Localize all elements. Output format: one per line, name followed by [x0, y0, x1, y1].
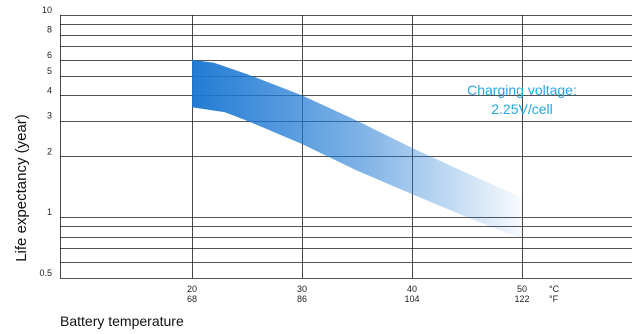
- annotation-line-1: Charging voltage:: [467, 82, 577, 98]
- y-tick-label: 10: [42, 5, 52, 15]
- y-tick-label: 0.5: [39, 268, 52, 278]
- y-tick-label: 5: [47, 66, 52, 76]
- x-tick-label-fahrenheit: 104: [404, 294, 419, 304]
- x-tick-label-celsius: 30: [297, 284, 307, 294]
- grid: [60, 15, 632, 279]
- y-tick-labels: 0.5 1 2 3 4 5 6 8 10: [39, 5, 52, 278]
- life-expectancy-band-layer: [192, 59, 522, 239]
- x-tick-label-celsius: 40: [407, 284, 417, 294]
- y-tick-label: 4: [47, 85, 52, 95]
- y-tick-label: 6: [47, 50, 52, 60]
- x-axis-label: Battery temperature: [60, 313, 184, 329]
- x-unit-fahrenheit: °F: [549, 294, 559, 304]
- x-tick-label-fahrenheit: 68: [187, 294, 197, 304]
- x-tick-label-fahrenheit: 122: [514, 294, 529, 304]
- y-tick-label: 3: [47, 111, 52, 121]
- annotation: Charging voltage: 2.25V/cell: [467, 82, 577, 117]
- y-tick-label: 8: [47, 25, 52, 35]
- life-expectancy-band: [192, 59, 522, 239]
- x-tick-label-fahrenheit: 86: [297, 294, 307, 304]
- x-tick-label-celsius: 20: [187, 284, 197, 294]
- x-unit-celsius: °C: [549, 284, 560, 294]
- annotation-line-2: 2.25V/cell: [491, 101, 552, 117]
- y-tick-label: 2: [47, 146, 52, 156]
- y-axis-label: Life expectancy (year): [13, 114, 30, 262]
- y-tick-label: 1: [47, 207, 52, 217]
- x-tick-label-celsius: 50: [517, 284, 527, 294]
